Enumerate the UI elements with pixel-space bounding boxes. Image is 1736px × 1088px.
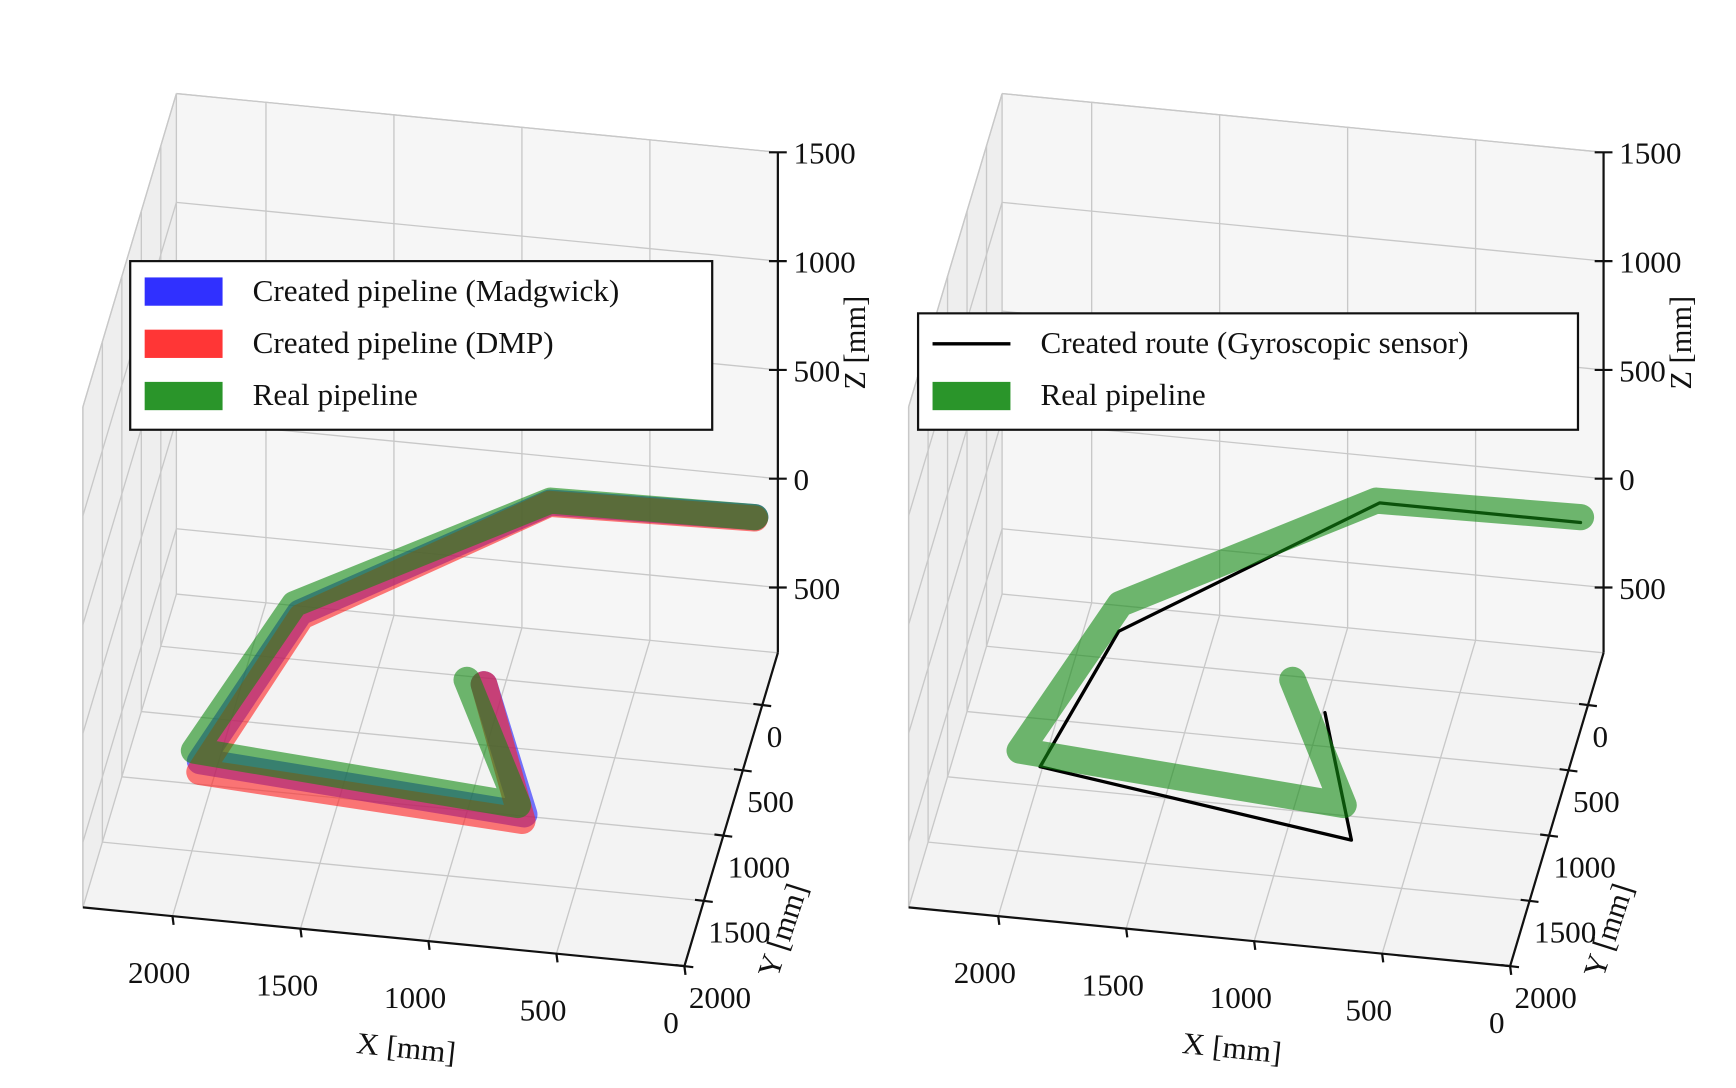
x-tick-label: 0 — [1489, 1006, 1505, 1040]
y-axis — [1509, 652, 1605, 967]
legend-label: Real pipeline — [253, 379, 418, 413]
tick-mark — [1508, 966, 1513, 975]
y-axis — [683, 652, 779, 967]
z-tick-label: 0 — [1619, 463, 1635, 497]
legend: Created route (Gyroscopic sensor) Real pi… — [916, 312, 1580, 431]
legend: Created pipeline (Madgwick) Created pipel… — [129, 260, 714, 431]
grid-line — [102, 841, 704, 902]
x-axis — [82, 906, 685, 968]
x-tick-label: 2000 — [128, 956, 190, 990]
grid-line — [82, 93, 178, 408]
z-tick-label: 0 — [793, 463, 809, 497]
tick-mark — [171, 916, 175, 925]
tick-mark — [683, 966, 687, 975]
x-tick-label: 1500 — [1082, 969, 1144, 1003]
grid-line — [176, 201, 778, 262]
legend-label: Created pipeline (Madgwick) — [253, 274, 620, 308]
grid-line — [82, 419, 178, 734]
tick-mark — [997, 916, 1001, 925]
y-tick-label: 1000 — [728, 851, 790, 885]
pipe-tube — [1006, 487, 1595, 819]
legend-label: Created route (Gyroscopic sensor) — [1040, 326, 1468, 360]
grid-line — [82, 528, 178, 843]
grid-line — [907, 419, 1003, 734]
grid-line — [928, 841, 1530, 902]
grid-line — [1002, 528, 1604, 589]
grid-line — [907, 528, 1003, 843]
tick-mark — [299, 928, 303, 938]
z-axis-label: Z [mm] — [1664, 296, 1698, 390]
x-tick-label: 1000 — [1210, 981, 1272, 1015]
z-tick-label: 1500 — [793, 137, 855, 171]
z-tick-label: 500 — [793, 355, 840, 389]
y-tick-label: 500 — [1573, 785, 1620, 819]
grid-line — [947, 776, 1550, 837]
legend-patch — [144, 329, 223, 358]
z-axis-label: Z [mm] — [838, 296, 872, 390]
z-tick-label: 500 — [1619, 572, 1666, 606]
z-tick-label: 1000 — [1619, 246, 1681, 280]
y-tick-label: 1000 — [1553, 851, 1615, 885]
legend-box — [916, 312, 1580, 431]
tick-mark — [555, 953, 559, 963]
y-tick-label: 0 — [767, 720, 783, 754]
tick-mark — [427, 941, 431, 950]
y-tick-label: 2000 — [689, 981, 751, 1015]
legend-patch — [932, 381, 1011, 411]
pane-edge — [176, 593, 778, 654]
panel: 0 500 1000 1500 2000 0 500 1000 1500 2000 500 0 500 1… — [907, 92, 1698, 1070]
z-tick-label: 1000 — [793, 246, 855, 280]
legend-patch — [144, 381, 223, 411]
x-axis — [908, 906, 1511, 968]
y-tick-label: 0 — [1592, 720, 1608, 754]
pipe-tube — [180, 487, 769, 819]
x-tick-label: 1500 — [256, 969, 318, 1003]
x-axis-label: X [mm] — [1181, 1026, 1284, 1070]
x-tick-label: 500 — [520, 994, 567, 1028]
grid-line — [1002, 201, 1604, 262]
side-pane — [908, 93, 1003, 908]
panel: 0 500 1000 1500 2000 0 500 1000 1500 2000 500 0 500 1… — [82, 92, 872, 1070]
grid-line — [176, 92, 778, 153]
legend-label: Real pipeline — [1040, 379, 1205, 413]
tick-mark — [1125, 928, 1129, 938]
grid-line — [1002, 92, 1604, 153]
tick-mark — [1253, 941, 1257, 950]
x-tick-label: 0 — [663, 1006, 679, 1040]
z-tick-label: 1500 — [1619, 137, 1681, 171]
y-tick-label: 500 — [747, 785, 794, 819]
y-tick-label: 1500 — [708, 916, 770, 950]
x-axis-label: X [mm] — [355, 1026, 458, 1070]
pane-edge — [1002, 593, 1604, 654]
y-tick-label: 1500 — [1534, 916, 1596, 950]
legend-patch — [144, 277, 223, 306]
tick-mark — [1381, 953, 1385, 963]
z-tick-label: 500 — [793, 572, 840, 606]
z-tick-label: 500 — [1619, 355, 1666, 389]
grid-line — [176, 528, 778, 589]
y-tick-label: 2000 — [1515, 981, 1577, 1015]
x-tick-label: 1000 — [384, 981, 446, 1015]
legend-box — [129, 260, 714, 431]
x-tick-label: 500 — [1345, 994, 1392, 1028]
x-tick-label: 2000 — [954, 956, 1016, 990]
legend-label: Created pipeline (DMP) — [253, 326, 554, 360]
